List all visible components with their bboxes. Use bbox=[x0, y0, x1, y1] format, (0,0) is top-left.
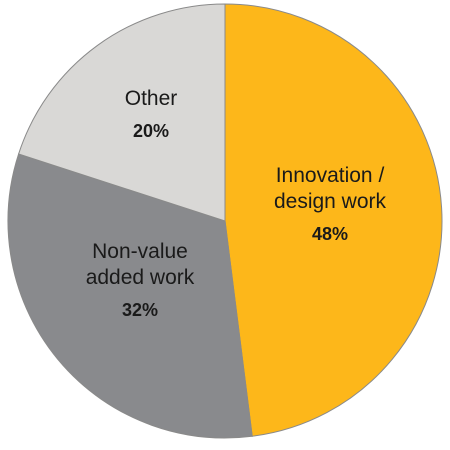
value-non-value-added-work: 32% bbox=[122, 300, 158, 320]
value-innovation-design-work: 48% bbox=[312, 224, 348, 244]
label-non-value-added-work-line: added work bbox=[86, 266, 195, 289]
label-non-value-added-work: Non-value added work bbox=[86, 240, 195, 289]
label-other: Other bbox=[125, 87, 178, 110]
slice-innovation-design-work bbox=[224, 3, 443, 437]
label-other-line: Other bbox=[125, 87, 178, 110]
label-innovation-design-work: Innovation / design work bbox=[274, 164, 387, 213]
value-other: 20% bbox=[133, 121, 169, 141]
label-innovation-design-work-line: Innovation / bbox=[276, 164, 385, 187]
label-innovation-design-work-line: design work bbox=[274, 190, 387, 213]
slice-other bbox=[17, 3, 226, 222]
slices-layer bbox=[7, 3, 443, 439]
label-non-value-added-work-line: Non-value bbox=[92, 240, 188, 263]
slice-non-value-added-work bbox=[7, 153, 253, 439]
labels-layer: Innovation / design work 48% Non-value added… bbox=[86, 87, 387, 320]
